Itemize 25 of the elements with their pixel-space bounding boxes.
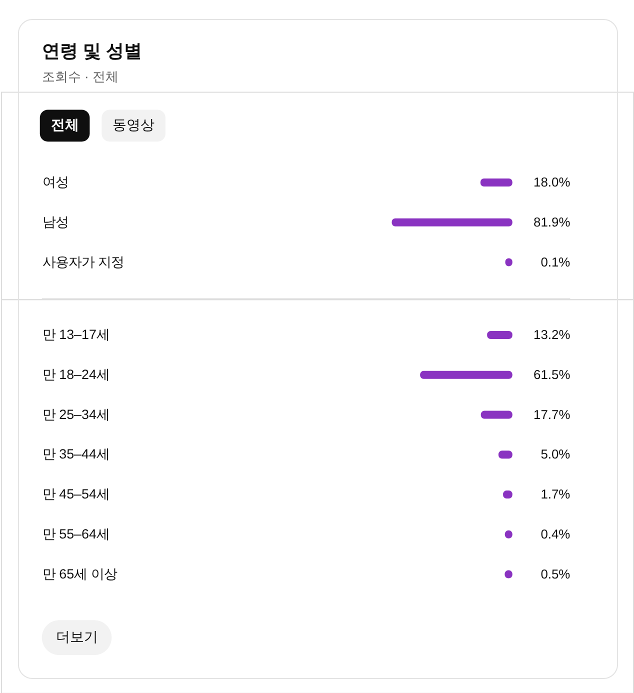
text: 전체 [50,116,79,133]
text: 조회수 · 전체 [42,68,118,84]
data-label: 1.7% [540,486,571,502]
text: 더보기 [56,628,98,645]
y-tick-label: 만 65세 이상 [42,566,117,582]
data-label: 5.0% [540,446,571,462]
y-tick-label: 만 35–44세 [42,446,110,462]
data-label: 0.4% [540,526,571,542]
data-label: 18.0% [534,174,571,190]
data-label: 0.5% [540,566,571,582]
y-tick-label: 남성 [42,214,68,230]
y-tick-label: 만 55–64세 [42,526,110,542]
text: 연령 및 성별 [42,40,142,61]
y-tick-label: 만 25–34세 [42,406,110,422]
y-tick-label: 만 13–17세 [42,327,110,342]
data-label: 81.9% [534,214,571,230]
data-label: 61.5% [534,366,571,382]
y-tick-label: 여성 [42,174,68,190]
y-tick-label: 만 45–54세 [42,486,110,502]
text: 동영상 [112,116,155,133]
y-tick-label: 사용자가 지정 [42,254,124,270]
y-tick-label: 만 18–24세 [42,366,110,382]
data-label: 0.1% [540,254,571,270]
data-label: 13.2% [534,327,571,342]
data-label: 17.7% [534,406,571,422]
